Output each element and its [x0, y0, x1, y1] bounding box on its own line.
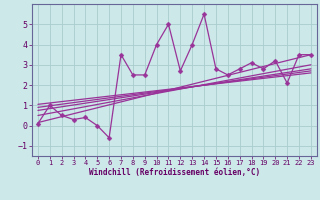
X-axis label: Windchill (Refroidissement éolien,°C): Windchill (Refroidissement éolien,°C): [89, 168, 260, 177]
